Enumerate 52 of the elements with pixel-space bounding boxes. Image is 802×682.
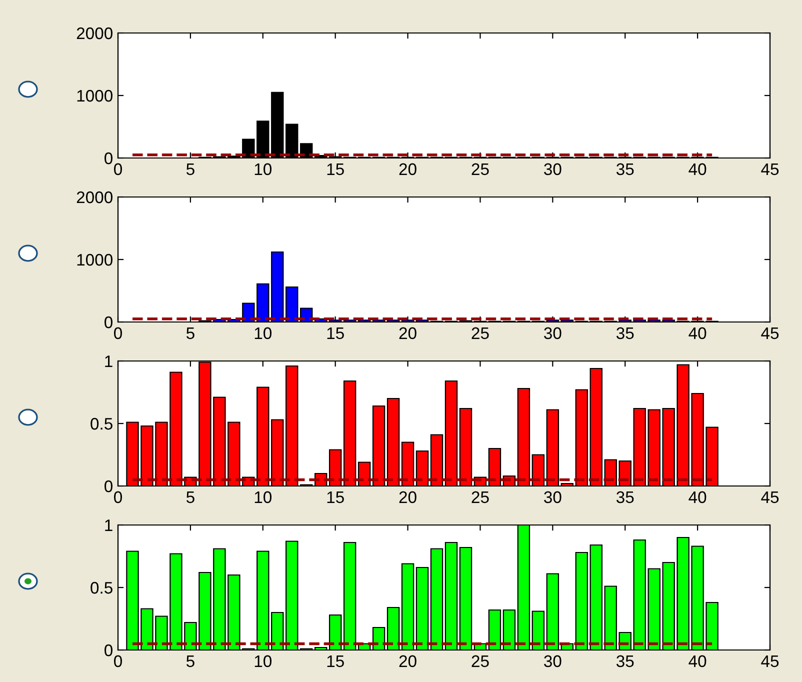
x-tick-label: 45 bbox=[761, 655, 779, 668]
x-tick-label: 5 bbox=[186, 491, 194, 504]
y-tick-label: 2000 bbox=[76, 27, 112, 40]
x-tick-label: 35 bbox=[616, 163, 634, 176]
x-tick-label: 35 bbox=[616, 655, 634, 668]
x-tick-label: 45 bbox=[761, 327, 779, 340]
y-tick-label: 1000 bbox=[77, 254, 112, 266]
x-tick-label: 25 bbox=[472, 491, 489, 504]
x-tick-label: 40 bbox=[688, 327, 706, 340]
x-tick-label: 15 bbox=[327, 655, 344, 668]
x-tick-label: 20 bbox=[399, 655, 416, 668]
x-tick-label: 10 bbox=[254, 655, 272, 668]
x-tick-label: 30 bbox=[544, 655, 562, 668]
x-tick-label: 30 bbox=[544, 327, 562, 340]
x-tick-label: 5 bbox=[186, 327, 194, 340]
x-tick-label: 40 bbox=[688, 655, 706, 668]
y-tick-label: 0 bbox=[104, 644, 112, 656]
y-tick-label: 2000 bbox=[76, 191, 112, 204]
x-tick-label: 10 bbox=[254, 327, 272, 340]
x-tick-label: 20 bbox=[399, 163, 416, 176]
y-tick-label: 0.5 bbox=[90, 582, 112, 594]
x-tick-label: 20 bbox=[399, 491, 416, 504]
x-tick-label: 45 bbox=[761, 163, 779, 176]
x-tick-label: 0 bbox=[114, 655, 122, 668]
y-tick-label: 0.5 bbox=[90, 418, 112, 430]
x-tick-label: 35 bbox=[616, 327, 634, 340]
y-tick-label: 0 bbox=[104, 316, 112, 328]
y-tick-label: 0 bbox=[104, 480, 112, 492]
x-tick-label: 25 bbox=[472, 327, 489, 340]
x-tick-label: 35 bbox=[616, 491, 634, 504]
x-tick-label: 10 bbox=[254, 491, 272, 504]
x-tick-label: 30 bbox=[544, 491, 562, 504]
x-tick-label: 45 bbox=[761, 491, 779, 504]
x-tick-label: 5 bbox=[186, 655, 194, 668]
x-tick-label: 30 bbox=[544, 163, 562, 176]
x-tick-label: 15 bbox=[327, 491, 344, 504]
x-tick-label: 0 bbox=[114, 163, 122, 176]
x-tick-label: 25 bbox=[472, 655, 489, 668]
x-tick-label: 40 bbox=[688, 491, 706, 504]
y-tick-label: 1 bbox=[105, 356, 112, 368]
x-tick-label: 0 bbox=[114, 327, 122, 340]
x-tick-label: 25 bbox=[472, 163, 489, 176]
x-tick-label: 10 bbox=[254, 163, 272, 176]
x-tick-label: 40 bbox=[688, 163, 706, 176]
x-tick-label: 0 bbox=[114, 491, 122, 504]
x-tick-label: 20 bbox=[399, 327, 416, 340]
y-tick-label: 1 bbox=[105, 520, 112, 532]
x-tick-label: 15 bbox=[327, 327, 344, 340]
y-tick-label: 0 bbox=[104, 152, 112, 164]
x-tick-label: 15 bbox=[327, 163, 344, 176]
y-tick-label: 1000 bbox=[77, 90, 112, 102]
x-tick-label: 5 bbox=[186, 163, 194, 176]
